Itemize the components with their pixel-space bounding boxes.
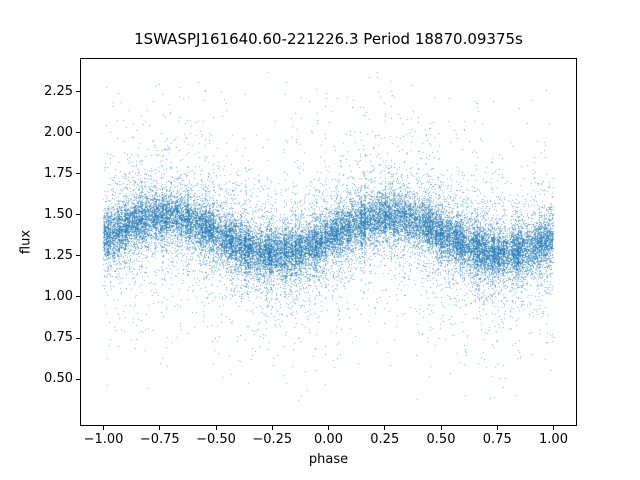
plot-area	[80, 58, 577, 426]
x-tick-mark	[384, 426, 386, 430]
x-tick-mark	[328, 426, 329, 430]
y-tick-label: 0.50	[44, 371, 73, 387]
y-tick-mark	[76, 132, 80, 134]
y-tick-mark	[76, 214, 80, 216]
y-tick-label: 2.25	[44, 83, 73, 99]
y-tick-label: 1.50	[44, 206, 73, 222]
x-tick-label: 0.50	[426, 432, 456, 447]
x-tick-mark	[159, 426, 161, 430]
x-tick-label: −1.00	[83, 432, 124, 447]
y-tick-mark	[76, 255, 80, 257]
x-tick-mark	[271, 426, 273, 430]
y-tick-label: 1.00	[44, 288, 73, 304]
x-tick-mark	[103, 426, 104, 430]
scatter-points-canvas	[81, 59, 576, 425]
y-tick-label: 0.75	[44, 330, 73, 345]
x-tick-mark	[553, 426, 554, 430]
y-tick-mark	[76, 296, 80, 298]
x-tick-mark	[215, 426, 217, 430]
y-tick-mark	[76, 91, 80, 93]
x-tick-label: 0.75	[482, 432, 512, 447]
x-tick-mark	[440, 426, 442, 430]
x-tick-label: −0.75	[139, 432, 180, 447]
y-tick-label: 1.75	[44, 165, 73, 181]
x-tick-label: −0.25	[252, 432, 293, 447]
chart-title: 1SWASPJ161640.60-221226.3 Period 18870.0…	[134, 30, 523, 48]
x-tick-mark	[496, 426, 498, 430]
y-tick-mark	[76, 378, 80, 380]
y-tick-label: 1.25	[44, 247, 73, 263]
x-tick-label: 1.00	[539, 432, 568, 447]
y-tick-mark	[76, 173, 80, 175]
y-tick-mark	[76, 337, 80, 339]
x-tick-label: −0.50	[196, 432, 236, 447]
y-tick-label: 2.00	[44, 124, 73, 140]
x-tick-label: 0.25	[370, 432, 400, 447]
x-axis-label: phase	[308, 452, 349, 467]
x-tick-label: 0.00	[314, 432, 343, 447]
